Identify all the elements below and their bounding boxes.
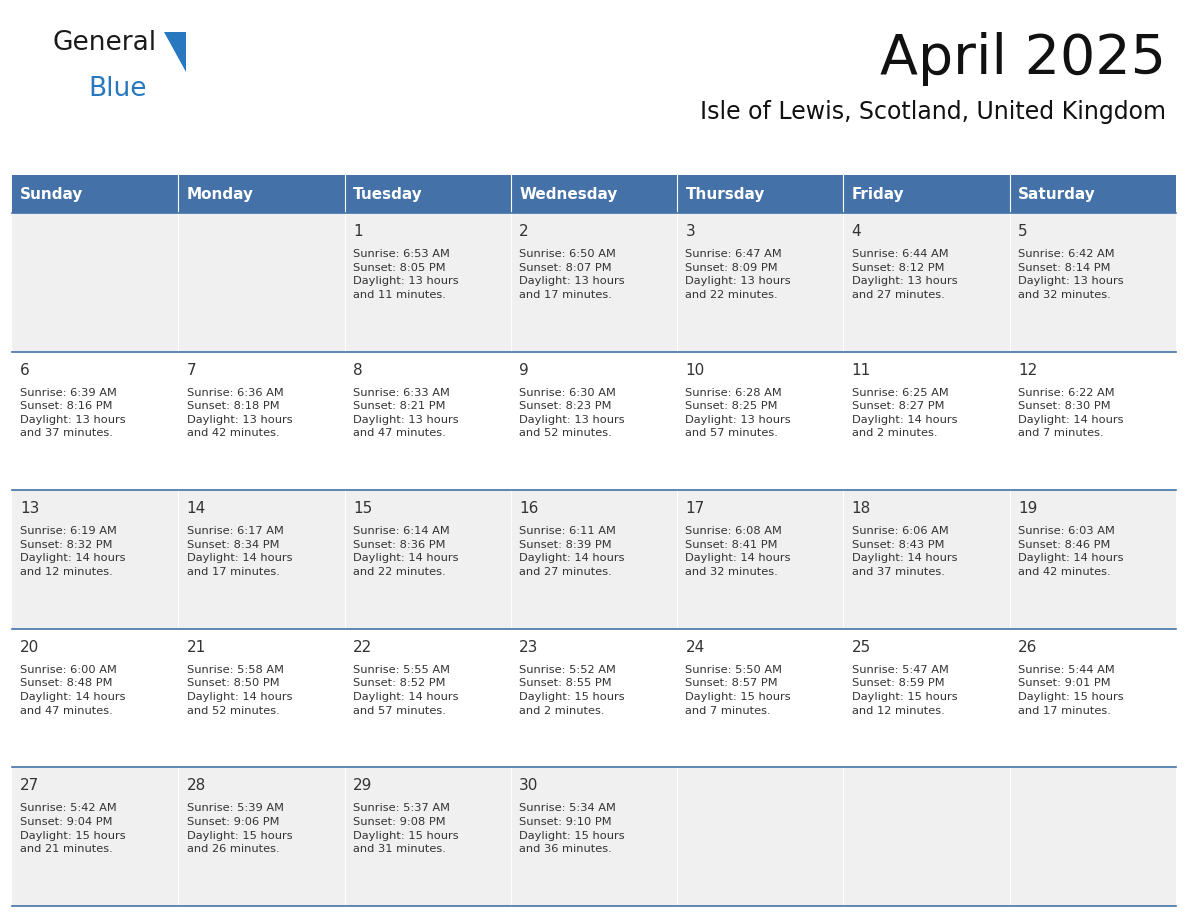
Text: 30: 30 bbox=[519, 778, 538, 793]
Text: 12: 12 bbox=[1018, 363, 1037, 377]
Text: Sunrise: 5:58 AM
Sunset: 8:50 PM
Daylight: 14 hours
and 52 minutes.: Sunrise: 5:58 AM Sunset: 8:50 PM Dayligh… bbox=[187, 665, 292, 716]
Bar bbox=[12, 767, 1176, 906]
Bar bbox=[12, 352, 1176, 490]
Text: 4: 4 bbox=[852, 224, 861, 239]
Text: Sunrise: 6:33 AM
Sunset: 8:21 PM
Daylight: 13 hours
and 47 minutes.: Sunrise: 6:33 AM Sunset: 8:21 PM Dayligh… bbox=[353, 387, 459, 439]
Text: 19: 19 bbox=[1018, 501, 1037, 516]
Text: Sunrise: 6:08 AM
Sunset: 8:41 PM
Daylight: 14 hours
and 32 minutes.: Sunrise: 6:08 AM Sunset: 8:41 PM Dayligh… bbox=[685, 526, 791, 577]
Bar bbox=[12, 175, 1176, 213]
Text: Sunrise: 6:00 AM
Sunset: 8:48 PM
Daylight: 14 hours
and 47 minutes.: Sunrise: 6:00 AM Sunset: 8:48 PM Dayligh… bbox=[20, 665, 126, 716]
Text: April 2025: April 2025 bbox=[880, 32, 1165, 86]
Text: Sunrise: 6:06 AM
Sunset: 8:43 PM
Daylight: 14 hours
and 37 minutes.: Sunrise: 6:06 AM Sunset: 8:43 PM Dayligh… bbox=[852, 526, 958, 577]
Text: Sunrise: 6:53 AM
Sunset: 8:05 PM
Daylight: 13 hours
and 11 minutes.: Sunrise: 6:53 AM Sunset: 8:05 PM Dayligh… bbox=[353, 249, 459, 300]
Text: Monday: Monday bbox=[187, 186, 253, 201]
Text: 23: 23 bbox=[519, 640, 538, 655]
Text: 17: 17 bbox=[685, 501, 704, 516]
Polygon shape bbox=[164, 32, 187, 72]
Text: Sunrise: 5:42 AM
Sunset: 9:04 PM
Daylight: 15 hours
and 21 minutes.: Sunrise: 5:42 AM Sunset: 9:04 PM Dayligh… bbox=[20, 803, 126, 855]
Text: Sunrise: 6:30 AM
Sunset: 8:23 PM
Daylight: 13 hours
and 52 minutes.: Sunrise: 6:30 AM Sunset: 8:23 PM Dayligh… bbox=[519, 387, 625, 439]
Text: Wednesday: Wednesday bbox=[519, 186, 618, 201]
Text: 24: 24 bbox=[685, 640, 704, 655]
Text: 6: 6 bbox=[20, 363, 30, 377]
Text: Tuesday: Tuesday bbox=[353, 186, 423, 201]
Text: 29: 29 bbox=[353, 778, 372, 793]
Text: 11: 11 bbox=[852, 363, 871, 377]
Text: Sunrise: 5:50 AM
Sunset: 8:57 PM
Daylight: 15 hours
and 7 minutes.: Sunrise: 5:50 AM Sunset: 8:57 PM Dayligh… bbox=[685, 665, 791, 716]
Text: Thursday: Thursday bbox=[685, 186, 765, 201]
Text: 1: 1 bbox=[353, 224, 362, 239]
Text: Sunrise: 5:55 AM
Sunset: 8:52 PM
Daylight: 14 hours
and 57 minutes.: Sunrise: 5:55 AM Sunset: 8:52 PM Dayligh… bbox=[353, 665, 459, 716]
Text: Sunrise: 6:39 AM
Sunset: 8:16 PM
Daylight: 13 hours
and 37 minutes.: Sunrise: 6:39 AM Sunset: 8:16 PM Dayligh… bbox=[20, 387, 126, 439]
Text: Sunrise: 5:44 AM
Sunset: 9:01 PM
Daylight: 15 hours
and 17 minutes.: Sunrise: 5:44 AM Sunset: 9:01 PM Dayligh… bbox=[1018, 665, 1124, 716]
Text: Sunday: Sunday bbox=[20, 186, 83, 201]
Text: 16: 16 bbox=[519, 501, 538, 516]
Bar bbox=[12, 629, 1176, 767]
Text: Sunrise: 6:50 AM
Sunset: 8:07 PM
Daylight: 13 hours
and 17 minutes.: Sunrise: 6:50 AM Sunset: 8:07 PM Dayligh… bbox=[519, 249, 625, 300]
Text: 18: 18 bbox=[852, 501, 871, 516]
Bar bbox=[12, 213, 1176, 352]
Text: 28: 28 bbox=[187, 778, 206, 793]
Text: Sunrise: 6:25 AM
Sunset: 8:27 PM
Daylight: 14 hours
and 2 minutes.: Sunrise: 6:25 AM Sunset: 8:27 PM Dayligh… bbox=[852, 387, 958, 439]
Text: Sunrise: 5:39 AM
Sunset: 9:06 PM
Daylight: 15 hours
and 26 minutes.: Sunrise: 5:39 AM Sunset: 9:06 PM Dayligh… bbox=[187, 803, 292, 855]
Text: 5: 5 bbox=[1018, 224, 1028, 239]
Bar bbox=[12, 490, 1176, 629]
Text: Sunrise: 5:47 AM
Sunset: 8:59 PM
Daylight: 15 hours
and 12 minutes.: Sunrise: 5:47 AM Sunset: 8:59 PM Dayligh… bbox=[852, 665, 958, 716]
Text: Isle of Lewis, Scotland, United Kingdom: Isle of Lewis, Scotland, United Kingdom bbox=[700, 100, 1165, 124]
Text: 13: 13 bbox=[20, 501, 39, 516]
Text: Friday: Friday bbox=[852, 186, 904, 201]
Text: Sunrise: 6:44 AM
Sunset: 8:12 PM
Daylight: 13 hours
and 27 minutes.: Sunrise: 6:44 AM Sunset: 8:12 PM Dayligh… bbox=[852, 249, 958, 300]
Text: 2: 2 bbox=[519, 224, 529, 239]
Text: 20: 20 bbox=[20, 640, 39, 655]
Text: 22: 22 bbox=[353, 640, 372, 655]
Text: Sunrise: 6:42 AM
Sunset: 8:14 PM
Daylight: 13 hours
and 32 minutes.: Sunrise: 6:42 AM Sunset: 8:14 PM Dayligh… bbox=[1018, 249, 1124, 300]
Text: Sunrise: 5:52 AM
Sunset: 8:55 PM
Daylight: 15 hours
and 2 minutes.: Sunrise: 5:52 AM Sunset: 8:55 PM Dayligh… bbox=[519, 665, 625, 716]
Text: Sunrise: 6:14 AM
Sunset: 8:36 PM
Daylight: 14 hours
and 22 minutes.: Sunrise: 6:14 AM Sunset: 8:36 PM Dayligh… bbox=[353, 526, 459, 577]
Text: Sunrise: 5:34 AM
Sunset: 9:10 PM
Daylight: 15 hours
and 36 minutes.: Sunrise: 5:34 AM Sunset: 9:10 PM Dayligh… bbox=[519, 803, 625, 855]
Text: Sunrise: 5:37 AM
Sunset: 9:08 PM
Daylight: 15 hours
and 31 minutes.: Sunrise: 5:37 AM Sunset: 9:08 PM Dayligh… bbox=[353, 803, 459, 855]
Text: 3: 3 bbox=[685, 224, 695, 239]
Text: 8: 8 bbox=[353, 363, 362, 377]
Text: 26: 26 bbox=[1018, 640, 1037, 655]
Text: Sunrise: 6:03 AM
Sunset: 8:46 PM
Daylight: 14 hours
and 42 minutes.: Sunrise: 6:03 AM Sunset: 8:46 PM Dayligh… bbox=[1018, 526, 1124, 577]
Text: Blue: Blue bbox=[88, 76, 146, 102]
Text: 27: 27 bbox=[20, 778, 39, 793]
Text: Sunrise: 6:11 AM
Sunset: 8:39 PM
Daylight: 14 hours
and 27 minutes.: Sunrise: 6:11 AM Sunset: 8:39 PM Dayligh… bbox=[519, 526, 625, 577]
Text: Sunrise: 6:19 AM
Sunset: 8:32 PM
Daylight: 14 hours
and 12 minutes.: Sunrise: 6:19 AM Sunset: 8:32 PM Dayligh… bbox=[20, 526, 126, 577]
Text: Sunrise: 6:17 AM
Sunset: 8:34 PM
Daylight: 14 hours
and 17 minutes.: Sunrise: 6:17 AM Sunset: 8:34 PM Dayligh… bbox=[187, 526, 292, 577]
Text: Sunrise: 6:28 AM
Sunset: 8:25 PM
Daylight: 13 hours
and 57 minutes.: Sunrise: 6:28 AM Sunset: 8:25 PM Dayligh… bbox=[685, 387, 791, 439]
Text: 14: 14 bbox=[187, 501, 206, 516]
Text: Sunrise: 6:22 AM
Sunset: 8:30 PM
Daylight: 14 hours
and 7 minutes.: Sunrise: 6:22 AM Sunset: 8:30 PM Dayligh… bbox=[1018, 387, 1124, 439]
Text: 7: 7 bbox=[187, 363, 196, 377]
Text: Sunrise: 6:36 AM
Sunset: 8:18 PM
Daylight: 13 hours
and 42 minutes.: Sunrise: 6:36 AM Sunset: 8:18 PM Dayligh… bbox=[187, 387, 292, 439]
Text: 9: 9 bbox=[519, 363, 529, 377]
Text: 25: 25 bbox=[852, 640, 871, 655]
Text: Saturday: Saturday bbox=[1018, 186, 1095, 201]
Text: 21: 21 bbox=[187, 640, 206, 655]
Text: Sunrise: 6:47 AM
Sunset: 8:09 PM
Daylight: 13 hours
and 22 minutes.: Sunrise: 6:47 AM Sunset: 8:09 PM Dayligh… bbox=[685, 249, 791, 300]
Text: 15: 15 bbox=[353, 501, 372, 516]
Text: General: General bbox=[52, 30, 156, 56]
Text: 10: 10 bbox=[685, 363, 704, 377]
